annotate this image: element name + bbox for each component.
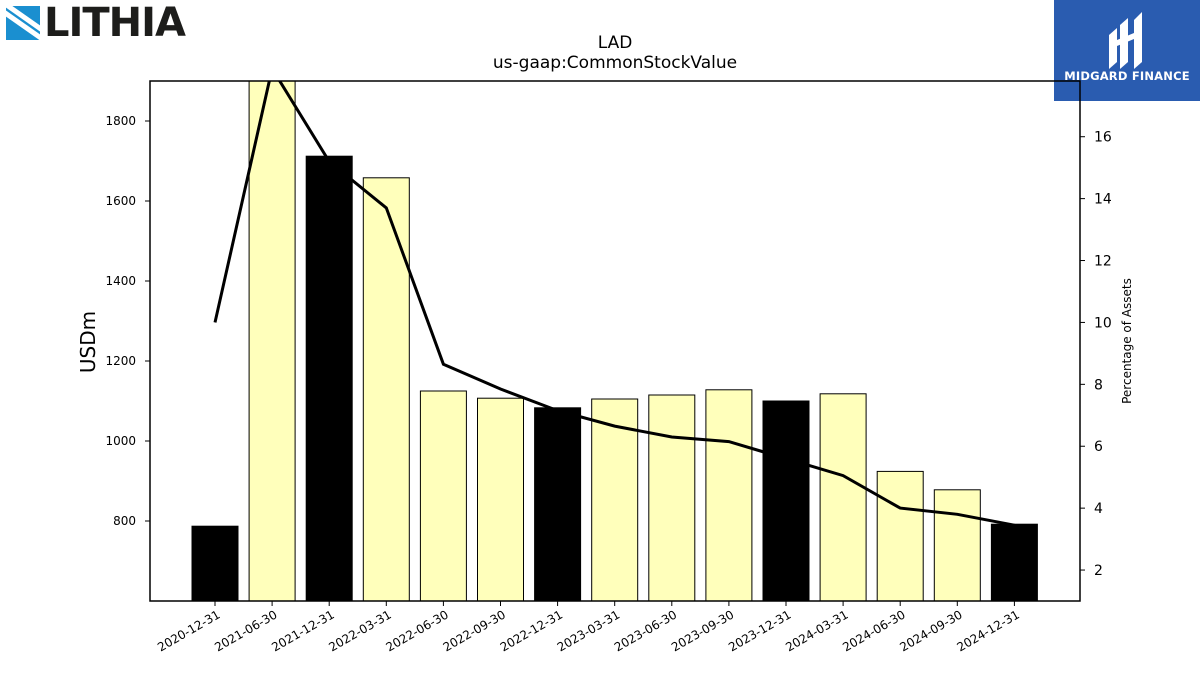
- lithia-logo-text: LITHIA: [44, 0, 186, 46]
- bar-2024-12-31: [990, 523, 1038, 602]
- bar-2023-09-30: [705, 389, 753, 602]
- y-axis: 800 1000 1200 1400 1600 1800: [105, 114, 150, 528]
- x-tick-label: 2024-06-30: [840, 607, 907, 654]
- bar-2023-12-31: [762, 400, 810, 602]
- y2-tick-label: 6: [1094, 439, 1103, 455]
- bar-2022-09-30: [477, 397, 524, 602]
- y-tick-label: 1000: [105, 434, 136, 448]
- bar-2024-09-30: [933, 489, 981, 602]
- x-axis: 2020-12-312021-06-302021-12-312022-03-31…: [155, 601, 1022, 654]
- midgard-finance-logo: MIDGARD FINANCE: [1054, 0, 1200, 101]
- x-tick-label: 2021-06-30: [212, 607, 279, 654]
- bars-group: [191, 80, 1038, 602]
- chart-title: LAD: [598, 33, 633, 53]
- x-tick-label: 2023-06-30: [612, 607, 679, 654]
- x-tick-label: 2023-12-31: [726, 607, 793, 654]
- y2-axis: 2 4 6 8 10 12 14 16: [1080, 130, 1112, 579]
- chart-subtitle: us-gaap:CommonStockValue: [493, 53, 737, 73]
- x-tick-label: 2024-09-30: [897, 607, 964, 654]
- y2-tick-label: 12: [1094, 254, 1112, 270]
- y-tick-label: 1600: [105, 194, 136, 208]
- y2-tick-label: 8: [1094, 377, 1103, 393]
- x-tick-label: 2024-03-31: [783, 607, 850, 654]
- y-axis-label: USDm: [76, 311, 100, 373]
- y-tick-label: 1400: [105, 274, 136, 288]
- line-group: [213, 81, 1015, 527]
- y2-tick-label: 16: [1094, 130, 1112, 146]
- y-tick-label: 800: [113, 514, 136, 528]
- bar-2020-12-31: [191, 525, 239, 602]
- midgard-logo-text: MIDGARD FINANCE: [1064, 69, 1190, 83]
- y2-tick-label: 10: [1094, 315, 1112, 331]
- x-tick-label: 2023-09-30: [669, 607, 736, 654]
- y2-tick-label: 2: [1094, 563, 1103, 579]
- y2-axis-label: Percentage of Assets: [1120, 278, 1134, 404]
- bar-2024-03-31: [819, 393, 867, 602]
- x-tick-label: 2022-09-30: [441, 607, 508, 654]
- lithia-logo-mark-icon: [6, 6, 40, 40]
- y-tick-label: 1800: [105, 114, 136, 128]
- bar-2021-12-31: [305, 155, 353, 602]
- x-tick-label: 2023-03-31: [555, 607, 622, 654]
- y2-tick-label: 4: [1094, 501, 1103, 517]
- bar-2022-06-30: [419, 390, 467, 602]
- y-tick-label: 1200: [105, 354, 136, 368]
- midgard-logo-mark-icon: [1109, 12, 1142, 69]
- y2-tick-label: 14: [1094, 192, 1112, 208]
- percentage-line: [213, 81, 1015, 527]
- x-tick-label: 2024-12-31: [954, 607, 1021, 654]
- bar-2024-06-30: [876, 470, 924, 602]
- bar-2021-06-30: [248, 80, 296, 602]
- bar-2022-03-31: [362, 177, 410, 602]
- lithia-logo: LITHIA: [6, 0, 186, 46]
- bar-2022-12-31: [534, 407, 582, 602]
- x-tick-label: 2022-03-31: [326, 607, 393, 654]
- x-tick-label: 2022-06-30: [383, 607, 450, 654]
- x-tick-label: 2020-12-31: [155, 607, 222, 654]
- bar-2023-03-31: [591, 398, 639, 602]
- x-tick-label: 2022-12-31: [498, 607, 565, 654]
- bar-2023-06-30: [648, 394, 696, 602]
- x-tick-label: 2021-12-31: [269, 607, 336, 654]
